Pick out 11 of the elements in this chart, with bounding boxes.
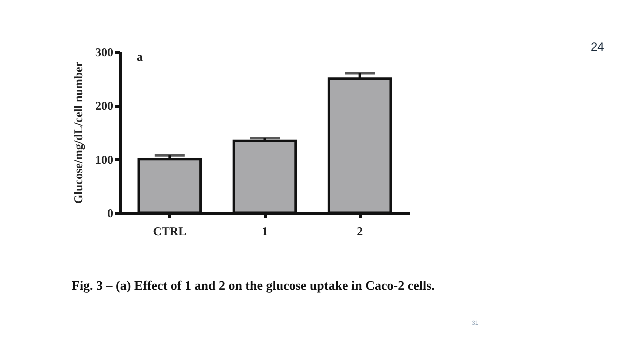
x-tick-label: 2 xyxy=(357,224,364,238)
y-axis-title: Glucose/mg/dL/cell number xyxy=(72,61,86,204)
y-tick-label: 200 xyxy=(96,99,114,114)
text: 24 xyxy=(591,40,604,54)
x-tick-label: CTRL xyxy=(153,224,187,238)
caption: Fig. 3 – (a) Effect of 1 and 2 on the glucose uptake in Caco-2 cells. xyxy=(72,278,435,294)
y-tick-label: 0 xyxy=(108,206,114,220)
x-tick-label: 1 xyxy=(262,224,268,238)
y-tick-label: 300 xyxy=(96,46,114,60)
y-tick-label: 100 xyxy=(96,152,114,167)
annotation: a xyxy=(137,50,143,65)
